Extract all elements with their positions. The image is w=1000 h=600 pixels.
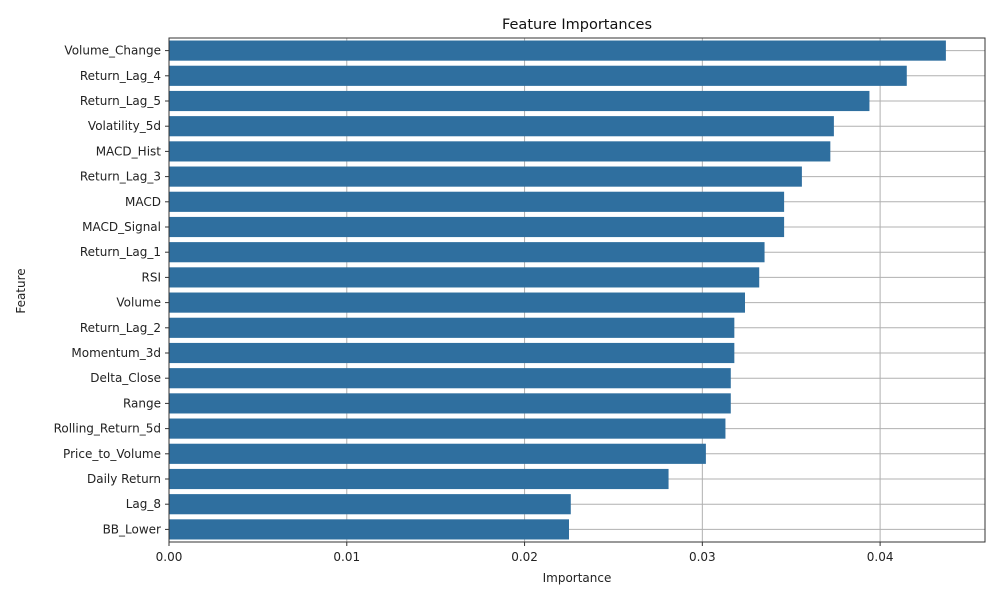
bar (169, 342, 735, 364)
bar (169, 267, 760, 288)
bar (169, 166, 802, 187)
x-tick-label: 0.02 (511, 550, 538, 564)
bar (169, 494, 571, 515)
bar (169, 65, 907, 86)
bar (169, 468, 669, 490)
y-tick-label: BB_Lower (103, 522, 161, 536)
bar (169, 90, 870, 112)
x-axis-title: Importance (543, 571, 612, 585)
chart-title: Feature Importances (502, 17, 652, 33)
y-tick-label: Momentum_3d (71, 346, 161, 360)
bar (169, 216, 785, 238)
y-tick-label: MACD (125, 195, 161, 209)
y-tick-label: Return_Lag_2 (80, 321, 161, 335)
y-tick-label: RSI (142, 270, 162, 284)
gridlines (168, 38, 985, 542)
y-tick-label: Return_Lag_5 (80, 94, 161, 108)
bar (169, 292, 745, 313)
y-tick-label: Range (123, 396, 161, 410)
bar (169, 443, 706, 464)
bar (169, 141, 831, 162)
y-tick-label: MACD_Signal (82, 220, 161, 234)
bar (169, 317, 735, 338)
y-tick-label: Daily Return (87, 472, 161, 486)
y-tick-label: Delta_Close (90, 371, 161, 385)
bars (169, 40, 946, 540)
y-tick-label: Return_Lag_4 (80, 69, 161, 83)
y-tick-label: Return_Lag_1 (80, 245, 161, 259)
x-tick-label: 0.00 (156, 550, 183, 564)
y-tick-labels: Volume_Change Return_Lag_4 Return_Lag_5 Vol… (54, 44, 169, 536)
x-tick-label: 0.01 (333, 550, 360, 564)
bar (169, 116, 834, 137)
x-tick-label: 0.04 (867, 550, 894, 564)
y-tick-label: Volume_Change (64, 44, 161, 58)
bar (169, 40, 946, 61)
y-tick-label: Rolling_Return_5d (54, 422, 161, 436)
bar (169, 242, 765, 263)
x-tick-labels: 0.00 0.01 0.02 0.03 0.04 (156, 542, 894, 564)
bar (169, 519, 569, 540)
y-tick-label: Volume (116, 296, 161, 310)
y-tick-label: Lag_8 (126, 497, 161, 511)
x-tick-label: 0.03 (689, 550, 716, 564)
bar (169, 368, 731, 389)
y-tick-label: Return_Lag_3 (80, 170, 161, 184)
y-tick-label: Volatility_5d (88, 119, 161, 133)
plot-frame (168, 37, 986, 543)
y-tick-label: Price_to_Volume (63, 447, 161, 461)
bar (169, 418, 726, 439)
bar (169, 393, 731, 414)
y-axis-title: Feature (14, 268, 28, 313)
bar (169, 191, 785, 212)
y-tick-label: MACD_Hist (96, 144, 162, 158)
